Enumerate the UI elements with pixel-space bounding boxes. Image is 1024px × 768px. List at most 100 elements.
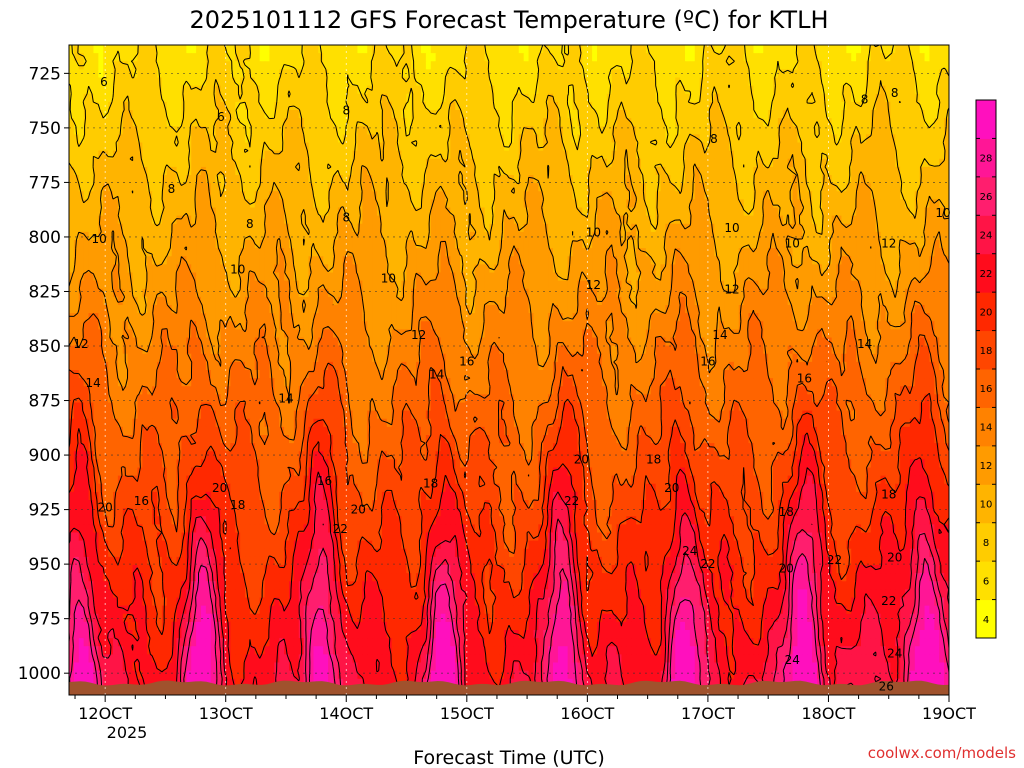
field-cell (900, 126, 906, 135)
field-cell (489, 248, 495, 257)
field-cell (391, 248, 398, 257)
field-cell (582, 175, 588, 184)
field-cell (83, 69, 90, 79)
field-cell (264, 191, 271, 200)
field-cell (597, 158, 603, 168)
field-cell (259, 101, 266, 111)
field-cell (562, 223, 569, 233)
field-cell (553, 150, 559, 160)
field-cell (176, 61, 183, 70)
field-cell (132, 77, 139, 87)
field-cell (372, 175, 378, 184)
field-cell (93, 77, 99, 87)
field-cell (176, 199, 183, 209)
field-cell (103, 142, 109, 152)
field-cell (293, 175, 300, 184)
field-cell (381, 207, 388, 217)
field-cell (430, 166, 437, 176)
field-cell (161, 256, 168, 265)
field-cell (386, 110, 393, 119)
field-cell (626, 134, 632, 144)
field-cell (406, 77, 412, 87)
field-cell (504, 191, 510, 200)
field-cell (719, 158, 725, 168)
field-cell (929, 61, 935, 70)
field-cell (621, 166, 627, 176)
field-cell (719, 248, 725, 257)
field-cell (807, 150, 813, 160)
field-cell (240, 61, 246, 70)
field-cell (425, 134, 432, 144)
field-cell (108, 101, 114, 111)
field-cell (406, 240, 412, 249)
field-cell (523, 256, 530, 265)
field-cell (841, 215, 847, 225)
field-cell (773, 215, 779, 225)
field-cell (249, 150, 256, 160)
field-cell (577, 191, 583, 200)
field-cell (758, 150, 764, 160)
field-cell (191, 183, 197, 192)
field-cell (626, 150, 632, 160)
field-cell (489, 150, 495, 160)
field-cell (704, 45, 711, 54)
field-cell (636, 256, 642, 265)
field-cell (455, 207, 461, 217)
field-cell (528, 45, 535, 54)
field-cell (98, 175, 104, 184)
field-cell (147, 158, 153, 168)
field-cell (538, 207, 544, 217)
field-cell (113, 93, 119, 103)
field-cell (836, 248, 843, 257)
field-cell (279, 45, 285, 54)
field-cell (807, 207, 813, 217)
field-cell (924, 126, 931, 135)
field-cell (117, 77, 124, 87)
field-cell (455, 183, 461, 192)
field-cell (249, 191, 256, 200)
field-cell (685, 264, 691, 274)
field-cell (293, 126, 300, 135)
field-cell (909, 240, 916, 249)
field-cell (489, 142, 495, 152)
field-cell (729, 126, 735, 135)
field-cell (611, 240, 618, 249)
field-cell (919, 150, 926, 160)
field-cell (254, 207, 261, 217)
field-cell (523, 110, 530, 119)
field-cell (655, 126, 662, 135)
field-cell (337, 101, 344, 111)
field-cell (494, 69, 500, 79)
field-cell (929, 110, 935, 119)
field-cell (93, 101, 99, 111)
field-cell (93, 45, 99, 54)
field-cell (205, 223, 212, 233)
field-cell (421, 199, 427, 209)
field-cell (176, 126, 183, 135)
field-cell (381, 248, 388, 257)
field-cell (264, 45, 271, 54)
field-cell (225, 256, 231, 265)
field-cell (641, 256, 647, 265)
field-cell (597, 166, 603, 176)
field-cell (895, 142, 901, 152)
field-cell (215, 134, 222, 144)
field-cell (171, 93, 178, 103)
field-cell (792, 45, 799, 54)
field-cell (445, 240, 451, 249)
field-cell (347, 53, 354, 62)
field-cell (601, 77, 608, 87)
field-cell (880, 69, 887, 79)
field-cell (787, 45, 794, 54)
field-cell (425, 85, 432, 95)
field-cell (230, 45, 236, 54)
field-cell (792, 93, 799, 103)
field-cell (303, 45, 310, 54)
field-cell (856, 183, 862, 192)
field-cell (333, 85, 339, 95)
field-cell (905, 231, 911, 241)
field-cell (870, 85, 877, 95)
field-cell (636, 231, 642, 241)
field-cell (455, 256, 461, 265)
field-cell (616, 45, 623, 54)
